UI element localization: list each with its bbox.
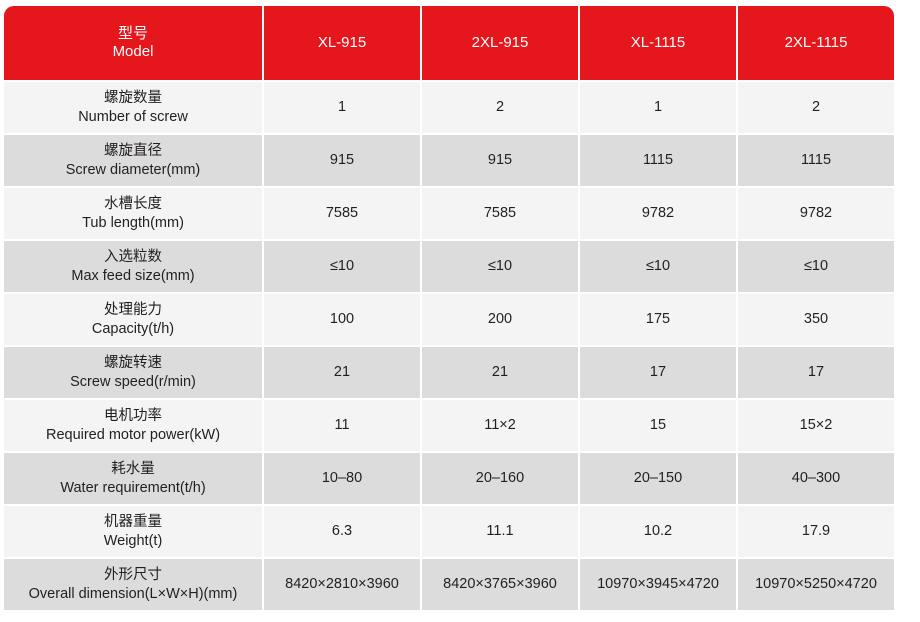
table-cell: 40–300 [738,453,894,504]
table-cell: 20–160 [422,453,578,504]
header-model-2: 2XL-915 [422,6,578,80]
row-label-cn: 螺旋直径 [104,142,162,159]
table-cell: 20–150 [580,453,736,504]
row-label-cell: 水槽长度 Tub length(mm) [4,188,262,239]
header-model-3: XL-1115 [580,6,736,80]
header-model-cell: 型号 Model [4,6,262,80]
table-cell: 11.1 [422,506,578,557]
row-label-cn: 入选粒数 [104,248,162,265]
table-cell: 6.3 [264,506,420,557]
table-cell: 915 [264,135,420,186]
table-cell: 915 [422,135,578,186]
table-cell: 11×2 [422,400,578,451]
table-cell: 15 [580,400,736,451]
table-cell: 200 [422,294,578,345]
table-cell: 10970×3945×4720 [580,559,736,610]
table-cell: ≤10 [580,241,736,292]
table-cell: 10.2 [580,506,736,557]
table-cell: 100 [264,294,420,345]
row-label-cell: 螺旋转速 Screw speed(r/min) [4,347,262,398]
table-cell: 8420×3765×3960 [422,559,578,610]
table-cell: 2 [738,82,894,133]
row-label-cell: 螺旋数量 Number of screw [4,82,262,133]
table-cell: 7585 [264,188,420,239]
row-label-en: Water requirement(t/h) [60,479,206,496]
row-label-cn: 机器重量 [104,513,162,530]
row-label-cell: 电机功率 Required motor power(kW) [4,400,262,451]
row-label-cell: 处理能力 Capacity(t/h) [4,294,262,345]
table-cell: 175 [580,294,736,345]
row-label-en: Weight(t) [103,532,163,549]
table-cell: 15×2 [738,400,894,451]
row-label-en: Max feed size(mm) [71,267,195,284]
table-cell: 2 [422,82,578,133]
table-cell: 17 [580,347,736,398]
table-cell: 1 [580,82,736,133]
header-model-4: 2XL-1115 [738,6,894,80]
row-label-cn: 外形尺寸 [104,566,162,583]
table-cell: 11 [264,400,420,451]
row-label-cn: 螺旋转速 [104,354,162,371]
row-label-cell: 螺旋直径 Screw diameter(mm) [4,135,262,186]
table-cell: 17.9 [738,506,894,557]
row-label-cn: 螺旋数量 [104,89,162,106]
table-cell: ≤10 [422,241,578,292]
header-label-cn: 型号 [117,25,148,42]
row-label-en: Tub length(mm) [82,214,184,231]
table-cell: 7585 [422,188,578,239]
row-label-en: Overall dimension(L×W×H)(mm) [28,585,238,602]
table-cell: 8420×2810×3960 [264,559,420,610]
row-label-cell: 耗水量 Water requirement(t/h) [4,453,262,504]
table-cell: 17 [738,347,894,398]
row-label-cn: 水槽长度 [104,195,162,212]
spec-table: 型号 Model XL-915 2XL-915 XL-1115 2XL-1115… [4,6,894,610]
table-cell: 21 [422,347,578,398]
table-cell: 1115 [580,135,736,186]
table-cell: 21 [264,347,420,398]
row-label-cn: 耗水量 [111,460,155,477]
table-cell: 1115 [738,135,894,186]
header-model-1: XL-915 [264,6,420,80]
row-label-en: Required motor power(kW) [45,426,221,443]
row-label-cell: 外形尺寸 Overall dimension(L×W×H)(mm) [4,559,262,610]
row-label-cell: 入选粒数 Max feed size(mm) [4,241,262,292]
row-label-en: Screw speed(r/min) [70,373,196,390]
row-label-cell: 机器重量 Weight(t) [4,506,262,557]
table-cell: 9782 [580,188,736,239]
table-cell: 10970×5250×4720 [738,559,894,610]
header-label-en: Model [112,43,154,60]
table-cell: 9782 [738,188,894,239]
row-label-en: Screw diameter(mm) [65,161,201,178]
table-cell: ≤10 [264,241,420,292]
row-label-en: Number of screw [78,108,188,125]
table-cell: 1 [264,82,420,133]
table-cell: ≤10 [738,241,894,292]
table-cell: 350 [738,294,894,345]
table-cell: 10–80 [264,453,420,504]
row-label-cn: 处理能力 [104,301,162,318]
row-label-en: Capacity(t/h) [91,320,175,337]
row-label-cn: 电机功率 [104,407,162,424]
